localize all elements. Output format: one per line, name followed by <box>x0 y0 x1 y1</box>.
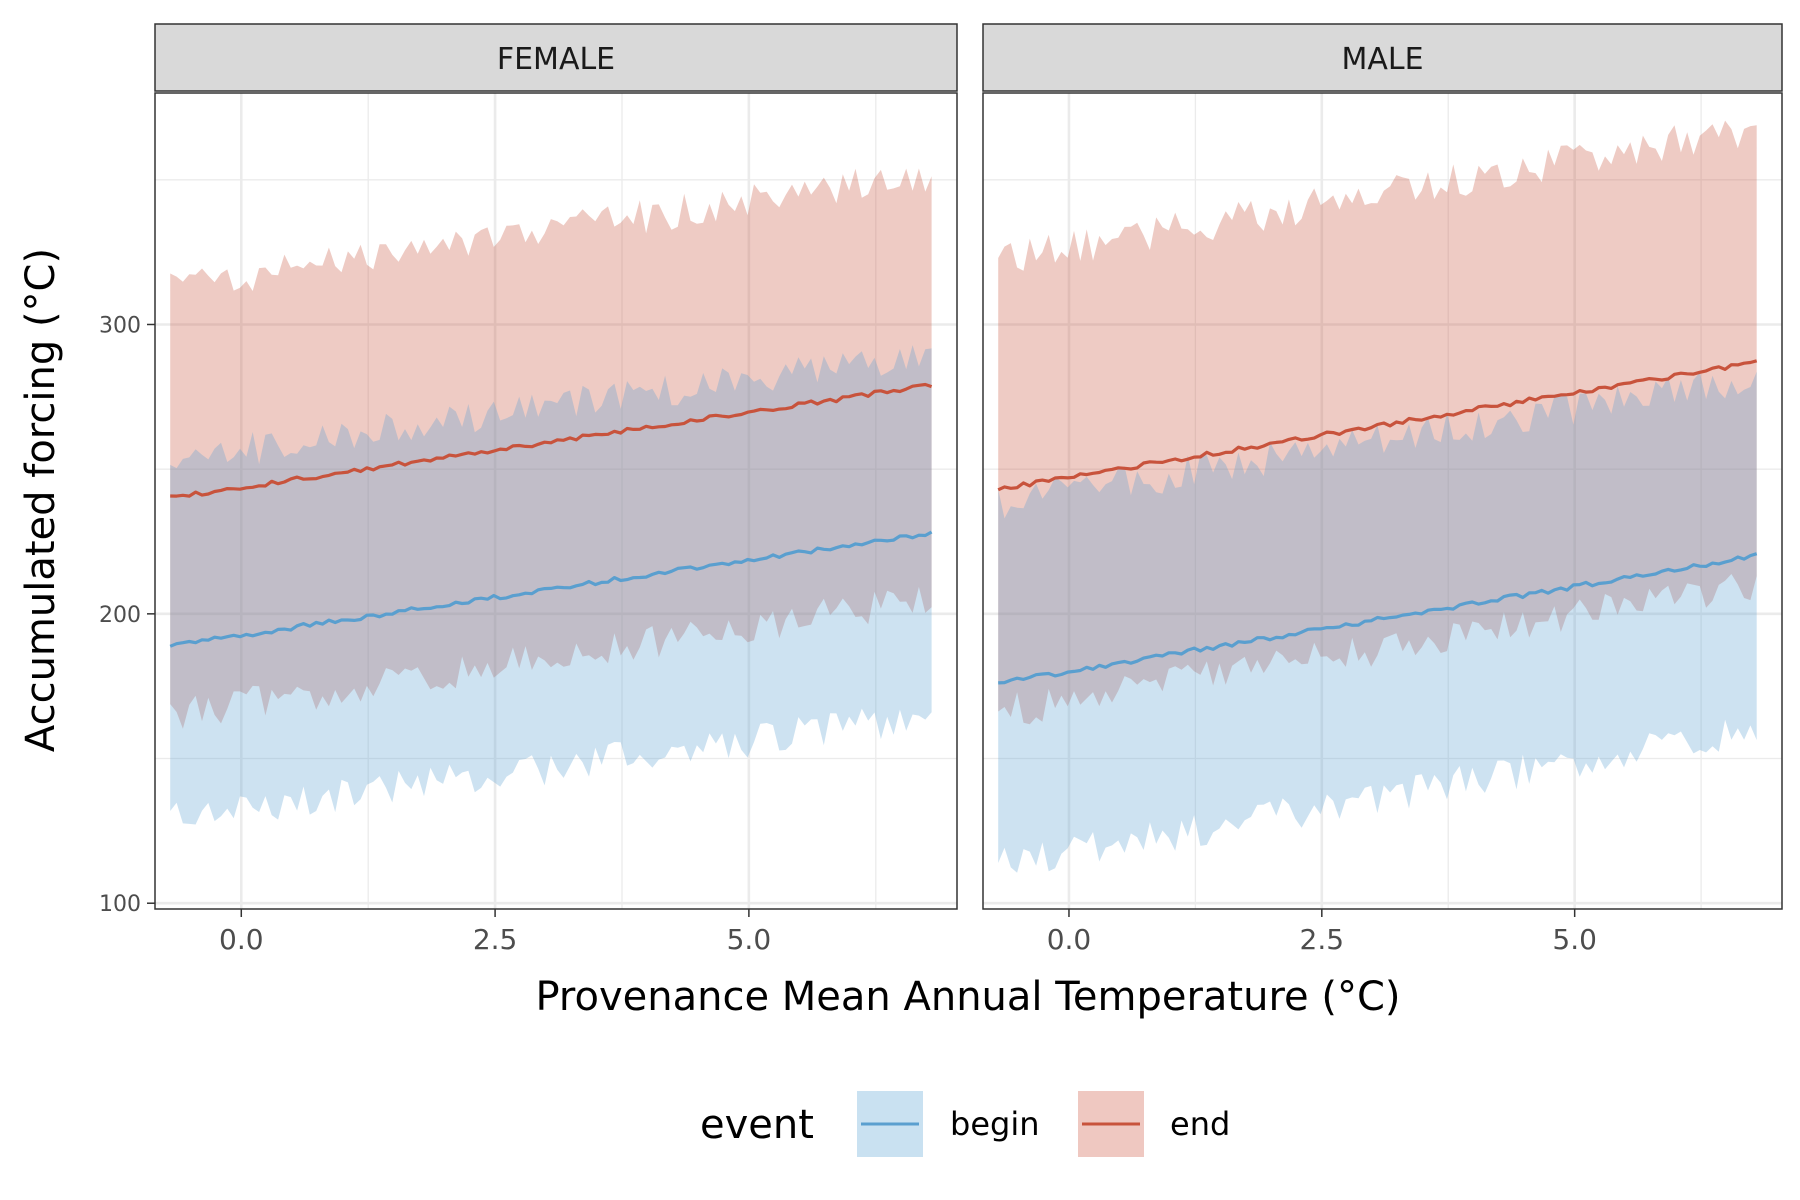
panel-strip <box>982 23 1783 92</box>
x-tick-label: 0.0 <box>219 923 264 956</box>
legend: event begin end <box>700 1091 1230 1157</box>
x-tick-label: 5.0 <box>1552 923 1597 956</box>
panel-strip-label: FEMALE <box>497 42 615 77</box>
legend-label-begin: begin <box>950 1105 1039 1143</box>
y-tick-label: 100 <box>99 892 141 917</box>
panel-border <box>982 92 1783 910</box>
x-tick-label: 2.5 <box>1300 923 1345 956</box>
grid <box>983 93 1782 909</box>
grid <box>155 93 957 909</box>
fit-line-end <box>170 382 933 498</box>
panel-male: MALE 0.0 2.5 5.0 <box>982 23 1783 956</box>
legend-label-end: end <box>1170 1105 1230 1143</box>
ribbon-end <box>998 120 1757 725</box>
panel-strip <box>154 23 958 92</box>
panel-background <box>155 93 957 909</box>
x-tick-label: 5.0 <box>727 923 772 956</box>
x-axis-title: Provenance Mean Annual Temperature (°C) <box>536 974 1401 1020</box>
x-tick-label: 0.0 <box>1047 923 1092 956</box>
panel-female: FEMALE 0.0 2.5 5.0 100 200 300 <box>99 23 958 956</box>
panel-background <box>983 93 1782 909</box>
ribbon-end <box>170 168 932 729</box>
fit-line-begin <box>169 530 933 648</box>
fit-line-end <box>997 359 1758 492</box>
ribbon-begin <box>170 345 932 825</box>
y-tick-label: 300 <box>99 313 141 338</box>
ribbon-begin <box>998 371 1757 873</box>
legend-title: event <box>700 1102 814 1148</box>
panel-strip-label: MALE <box>1341 42 1423 77</box>
x-tick-label: 2.5 <box>473 923 518 956</box>
fit-line-begin <box>998 552 1758 685</box>
panel-border <box>154 92 958 910</box>
y-tick-label: 200 <box>99 603 141 628</box>
y-axis-title: Accumulated forcing (°C) <box>18 248 64 752</box>
